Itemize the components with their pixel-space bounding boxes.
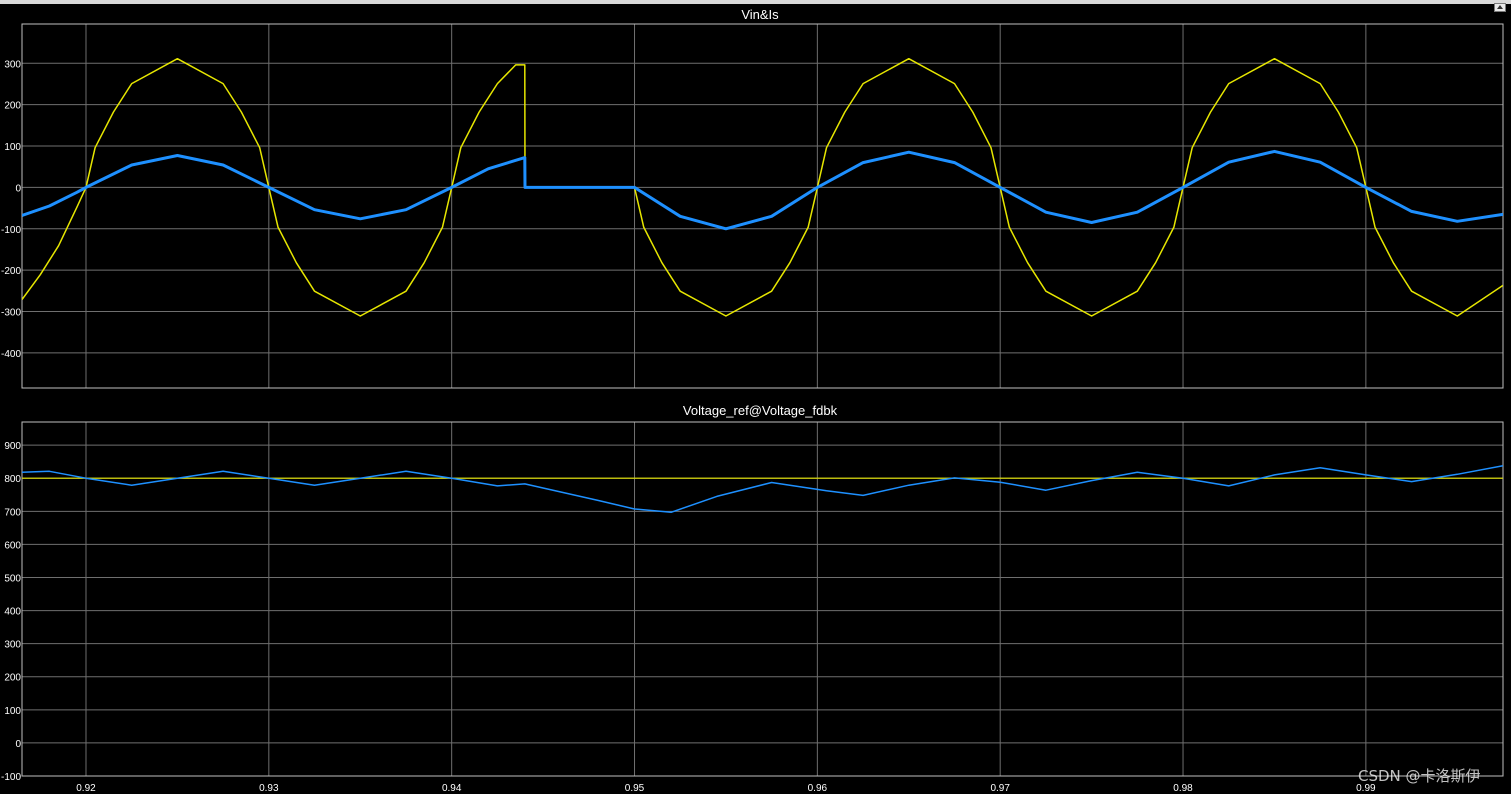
x-tick-label: 0.93 [259,783,279,794]
y-tick-label: 0 [15,739,21,750]
y-tick-label: 500 [4,573,21,584]
x-tick-label: 0.94 [442,783,462,794]
axes-frame [21,23,1504,389]
voltage-ref-plot: Voltage_ref@Voltage_fdbk 900 800 700 600 500… [1,403,1504,794]
y-tick-label: 900 [4,441,21,452]
plot-title-vin-is: Vin&Is [741,7,779,22]
x-tick-label: 0.96 [808,783,828,794]
y-tick-label: 0 [15,183,21,194]
plot-title-voltage-ref: Voltage_ref@Voltage_fdbk [683,403,838,418]
y-tick-label: 200 [4,673,21,684]
restore-icon[interactable] [1494,3,1506,12]
csdn-watermark: CSDN @卡洛斯伊 [1358,767,1481,785]
y-tick-label: 100 [4,142,21,153]
y-tick-label: -400 [1,349,21,360]
series-line-1 [22,464,1503,514]
axes-frame [21,421,1504,777]
y-tick-label: -200 [1,266,21,277]
y-tick-label: 800 [4,474,21,485]
y-tick-label: -100 [1,772,21,783]
vin-is-plot: Vin&Is 300 200 100 0 -100 -200 -300 -400 [1,7,1504,389]
x-tick-label: 0.98 [1173,783,1193,794]
x-tick-label: 0.92 [76,783,96,794]
y-tick-label: 400 [4,607,21,618]
y-tick-label: 100 [4,706,21,717]
y-tick-label: 600 [4,540,21,551]
y-tick-label: 300 [4,640,21,651]
y-tick-label: 300 [4,59,21,70]
x-tick-label: 0.97 [990,783,1010,794]
y-tick-label: 200 [4,101,21,112]
series-line-0 [22,57,1503,317]
window-top-bar [0,0,1511,4]
y-tick-label: 700 [4,507,21,518]
y-tick-label: -300 [1,307,21,318]
series-line-1 [22,149,1503,231]
x-tick-label: 0.95 [625,783,645,794]
x-tick-label: 0.99 [1356,783,1376,794]
y-tick-label: -100 [1,225,21,236]
